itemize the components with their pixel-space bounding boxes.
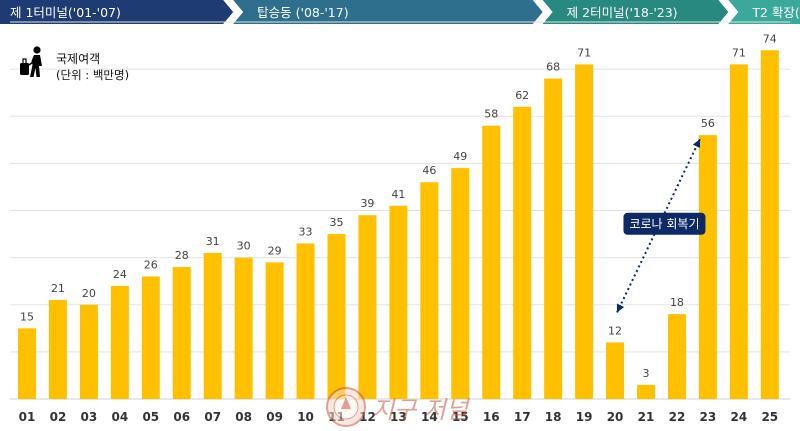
seal-icon (326, 387, 366, 427)
legend-title: 국제여객 (56, 52, 100, 66)
bar-labels: 15 21 20 24 26 28 31 30 29 33 35 39 41 46 49 58 62 68 71 12… (20, 32, 777, 380)
bar-value-label: 39 (360, 197, 374, 210)
x-tick-label: 03 (81, 410, 98, 424)
x-tick-label: 06 (173, 410, 190, 424)
bar (606, 342, 625, 399)
bar-value-label: 24 (113, 268, 127, 281)
bar (451, 168, 470, 399)
legend: 국제여객 (단위 : 백만명) (20, 46, 129, 82)
bar (760, 50, 779, 400)
bar-value-label: 3 (643, 367, 650, 380)
bar-value-label: 20 (82, 287, 96, 300)
bar (48, 300, 67, 399)
x-tick-label: 07 (204, 410, 221, 424)
bar-value-label: 30 (237, 240, 251, 253)
bar-value-label: 49 (453, 150, 467, 163)
bar (234, 257, 253, 399)
bar (513, 106, 532, 399)
x-tick-label: 16 (483, 410, 500, 424)
bar (141, 276, 160, 399)
x-tick-label: 22 (669, 410, 686, 424)
bar (698, 135, 717, 399)
bar (729, 64, 748, 399)
bar (327, 234, 346, 399)
x-tick-label: 25 (761, 410, 778, 424)
x-tick-label: 17 (514, 410, 531, 424)
bar-value-label: 26 (144, 258, 158, 271)
bar (637, 384, 655, 399)
x-tick-labels: 0102030405060708091011121314151617181920… (19, 410, 779, 424)
bar (575, 64, 594, 399)
bar (18, 328, 36, 399)
bar-value-label: 56 (701, 117, 715, 130)
x-tick-label: 23 (700, 410, 717, 424)
x-tick-label: 01 (19, 410, 36, 424)
x-tick-label: 20 (607, 410, 624, 424)
bar (358, 215, 377, 399)
legend-unit: (단위 : 백만명) (56, 68, 129, 82)
arrowhead-end (692, 139, 701, 149)
phase-bands: 제 1터미널('01-'07) 탑승동 ('08-'17) 제 2터미널('18-'… (0, 0, 800, 24)
phase-label: 제 1터미널('01-'07) (10, 5, 121, 20)
bar-value-label: 31 (206, 235, 220, 248)
bar-value-label: 28 (175, 249, 189, 262)
x-tick-label: 14 (421, 410, 438, 424)
phase-band (542, 0, 729, 24)
bar-value-label: 71 (732, 46, 746, 59)
annotation-box (623, 212, 706, 235)
bar (482, 125, 501, 400)
bar-value-label: 71 (577, 46, 591, 59)
x-tick-label: 10 (297, 410, 314, 424)
phase-band (0, 0, 234, 24)
bar-value-label: 41 (391, 188, 405, 201)
x-tick-label: 13 (390, 410, 407, 424)
bar (420, 182, 439, 399)
phase-label: 탑승동 ('08-'17) (257, 5, 348, 20)
bar (79, 304, 98, 399)
bar (203, 252, 222, 399)
watermark-text: 지구 저널 (372, 396, 471, 424)
x-tick-label: 02 (50, 410, 67, 424)
phase-band (728, 0, 800, 24)
annotation: 코로나 회복기 (616, 138, 706, 313)
bar-value-label: 12 (608, 324, 622, 337)
annotation-text: 코로나 회복기 (629, 217, 699, 231)
phase-label: T2 확장('24~) (751, 5, 800, 20)
bar-value-label: 74 (763, 32, 777, 45)
x-tick-label: 05 (142, 410, 159, 424)
watermark: 지구 저널 (326, 387, 471, 427)
bar (172, 267, 191, 399)
bar (389, 205, 408, 399)
phase-band (233, 0, 543, 24)
x-tick-label: 19 (576, 410, 593, 424)
phase-label: 제 2터미널('18-'23) (567, 5, 678, 20)
bar-value-label: 21 (51, 282, 65, 295)
x-tick-label: 09 (266, 410, 283, 424)
x-tick-label: 24 (730, 410, 747, 424)
arrowhead-start (616, 303, 625, 313)
bar-value-label: 58 (484, 108, 498, 121)
bar-value-label: 35 (330, 216, 344, 229)
bar (544, 78, 563, 400)
bar (110, 285, 129, 399)
bar-value-label: 46 (422, 164, 436, 177)
x-tick-label: 21 (638, 410, 655, 424)
bar (667, 314, 686, 399)
bar (296, 243, 315, 399)
bars (18, 50, 779, 400)
x-tick-label: 08 (235, 410, 252, 424)
traveler-luggage-icon (20, 46, 42, 77)
bar (265, 262, 284, 399)
bar-value-label: 18 (670, 296, 684, 309)
bar-value-label: 29 (268, 244, 282, 257)
bar-value-label: 15 (20, 310, 34, 323)
bar-value-label: 68 (546, 61, 560, 74)
x-tick-label: 15 (452, 410, 469, 424)
bar-value-label: 33 (299, 225, 313, 238)
x-tick-label: 04 (111, 410, 128, 424)
bar-value-label: 62 (515, 89, 529, 102)
x-tick-label: 18 (545, 410, 562, 424)
